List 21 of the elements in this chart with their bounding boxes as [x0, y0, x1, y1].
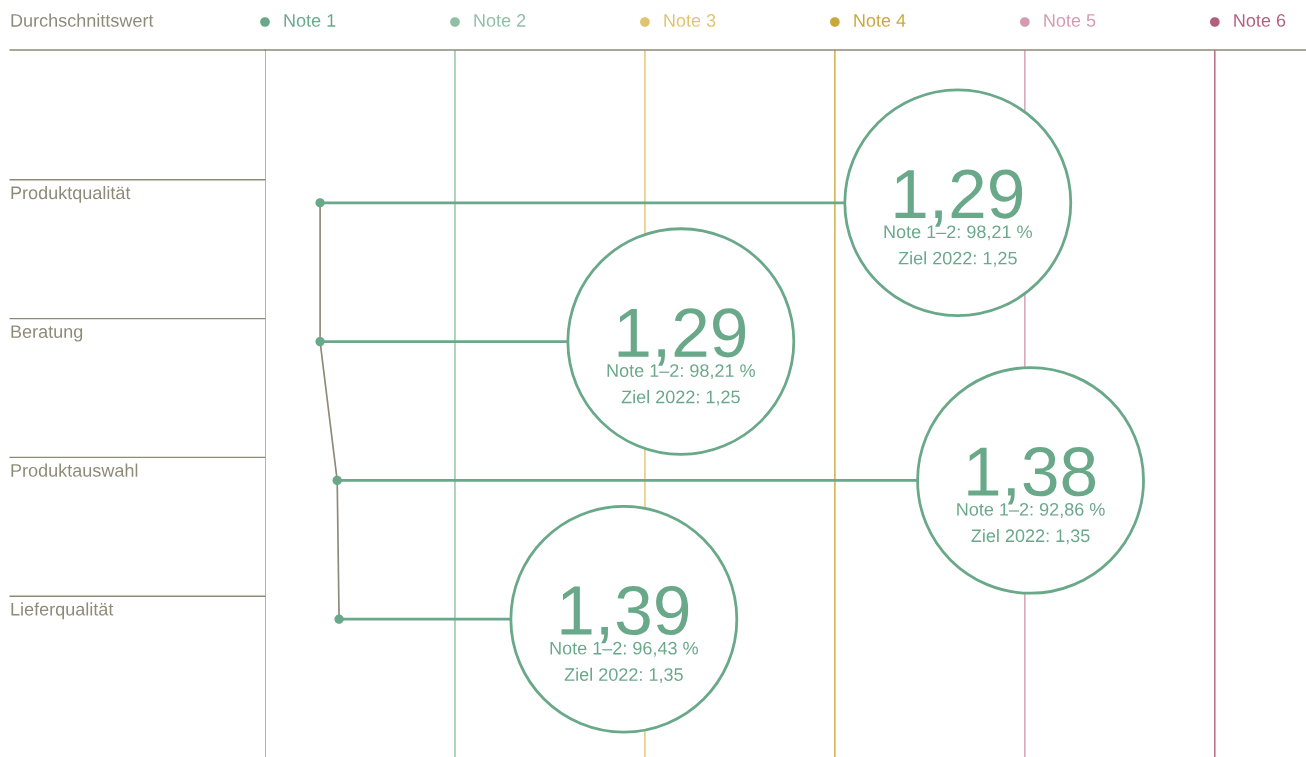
annotation: Note 1–2: 92,86 % — [957, 502, 1105, 518]
annotation: Ziel 2022: 1,35 — [564, 667, 683, 684]
annotation: Ziel 2022: 1,35 — [971, 528, 1090, 545]
annotation: Note 1–2: 98,21 % — [884, 225, 1032, 241]
y-tick-label: Beratung — [11, 325, 83, 342]
data-label: 1,29 — [618, 308, 746, 366]
data-label: 1,38 — [968, 447, 1096, 505]
annotation: Note 1–2: 98,21 % — [607, 364, 755, 380]
legend-label: Note 1 — [284, 14, 336, 27]
text: Durchschnittswert — [11, 13, 154, 27]
legend-label: Note 5 — [1044, 14, 1096, 27]
y-tick-label: Produktqualität — [11, 185, 131, 203]
annotation: Ziel 2022: 1,25 — [898, 251, 1017, 267]
legend-label: Note 2 — [474, 14, 526, 27]
legend-label: Note 4 — [854, 14, 906, 27]
data-label: 1,29 — [895, 169, 1023, 227]
annotation: Ziel 2022: 1,25 — [621, 390, 740, 406]
y-tick-label: Lieferqualität — [11, 602, 114, 620]
legend-label: Note 6 — [1234, 14, 1286, 27]
y-tick-label: Produktauswahl — [11, 463, 138, 477]
legend-label: Note 3 — [664, 14, 716, 27]
